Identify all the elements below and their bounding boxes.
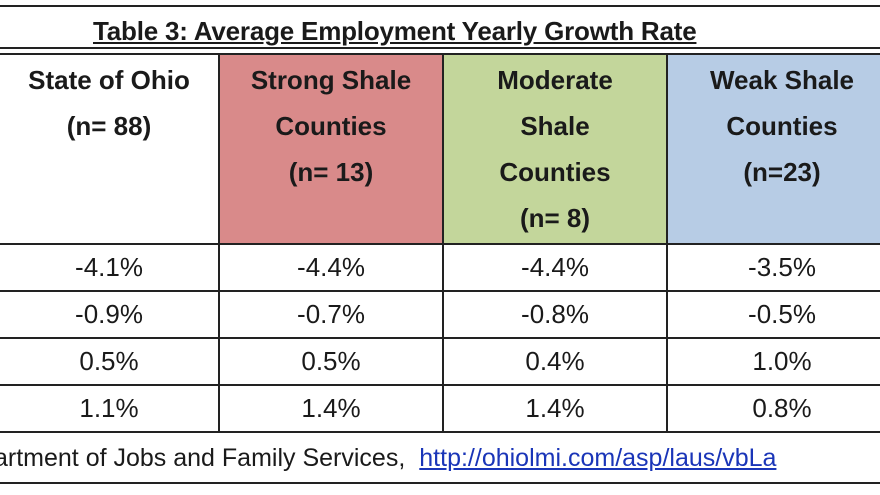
table-row: -4.1% -4.4% -4.4% -3.5% <box>0 243 880 292</box>
table-cell: -0.9% <box>0 290 220 339</box>
table-cell: -4.1% <box>0 243 220 292</box>
table-row: 1.1% 1.4% 1.4% 0.8% <box>0 384 880 433</box>
table-cell: 0.4% <box>442 337 668 386</box>
table-cell: -0.7% <box>218 290 444 339</box>
header-state-of-ohio: State of Ohio (n= 88) <box>0 53 220 245</box>
title-row: Table 3: Average Employment Yearly Growt… <box>0 5 880 49</box>
table-cell: -0.5% <box>666 290 880 339</box>
bottom-rule <box>0 482 880 484</box>
header-line: Counties <box>275 111 387 141</box>
source-text: artment of Jobs and Family Services, <box>0 444 406 472</box>
header-moderate-shale: Moderate Shale Counties (n= 8) <box>442 53 668 245</box>
header-line: (n=23) <box>743 157 821 187</box>
header-line: Counties <box>726 111 838 141</box>
header-line: Shale <box>520 111 590 141</box>
table-cell: -4.4% <box>218 243 444 292</box>
table-row: -0.9% -0.7% -0.8% -0.5% <box>0 290 880 339</box>
table-cell: 1.0% <box>666 337 880 386</box>
table-header-row: State of Ohio (n= 88) Strong Shale Count… <box>0 53 880 245</box>
table-cell: -0.8% <box>442 290 668 339</box>
table-cell: -4.4% <box>442 243 668 292</box>
header-line: State of Ohio <box>28 65 190 95</box>
table-row: 0.5% 0.5% 0.4% 1.0% <box>0 337 880 386</box>
table-cell: 0.5% <box>0 337 220 386</box>
header-line: (n= 13) <box>288 157 374 187</box>
header-line: Strong Shale <box>250 65 412 95</box>
table-cell: 1.1% <box>0 384 220 433</box>
table-cell: 0.5% <box>218 337 444 386</box>
source-link[interactable]: http://ohiolmi.com/asp/laus/vbLa <box>419 444 777 472</box>
table-cell: 0.8% <box>666 384 880 433</box>
table-cell: -3.5% <box>666 243 880 292</box>
header-line: Weak Shale <box>709 65 855 95</box>
source-note: artment of Jobs and Family Services, http… <box>0 444 776 473</box>
table-cell: 1.4% <box>442 384 668 433</box>
header-weak-shale: Weak Shale Counties (n=23) <box>666 53 880 245</box>
header-line: Moderate <box>497 65 613 95</box>
header-line: (n= 8) <box>519 203 591 233</box>
header-line: Counties <box>499 157 611 187</box>
growth-rate-table: State of Ohio (n= 88) Strong Shale Count… <box>0 53 880 433</box>
table-cell: 1.4% <box>218 384 444 433</box>
header-line: (n= 88) <box>66 111 152 141</box>
header-strong-shale: Strong Shale Counties (n= 13) <box>218 53 444 245</box>
table-title: Table 3: Average Employment Yearly Growt… <box>93 16 697 46</box>
